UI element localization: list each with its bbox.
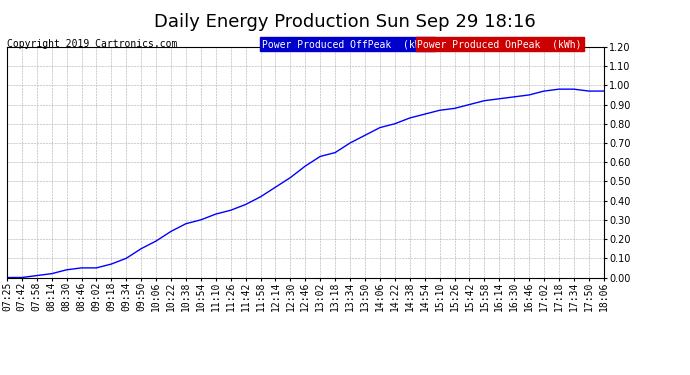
- Text: Power Produced OnPeak  (kWh): Power Produced OnPeak (kWh): [417, 39, 582, 50]
- Text: Copyright 2019 Cartronics.com: Copyright 2019 Cartronics.com: [7, 39, 177, 50]
- Text: Power Produced OffPeak  (kWh): Power Produced OffPeak (kWh): [262, 39, 433, 50]
- Text: Daily Energy Production Sun Sep 29 18:16: Daily Energy Production Sun Sep 29 18:16: [154, 13, 536, 31]
